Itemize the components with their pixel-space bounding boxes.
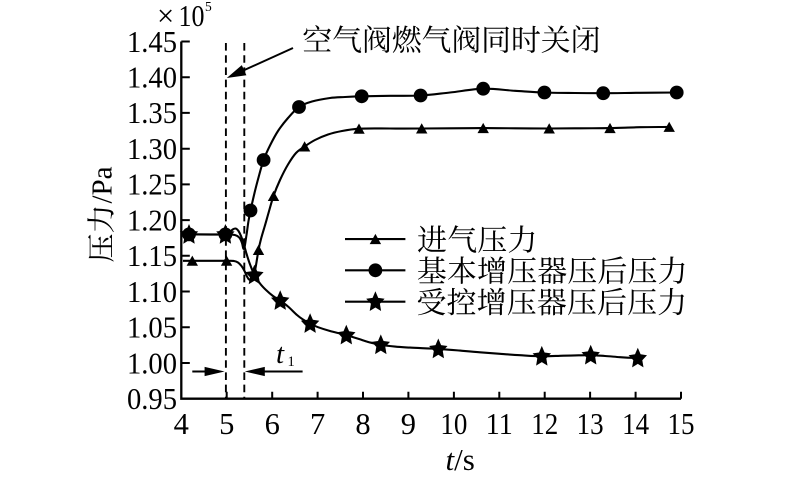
svg-text:14: 14 xyxy=(622,407,649,441)
svg-text:12: 12 xyxy=(531,407,558,441)
svg-text:t/s: t/s xyxy=(446,442,475,473)
svg-text:5: 5 xyxy=(219,407,234,441)
svg-text:11: 11 xyxy=(486,407,513,441)
svg-text:8: 8 xyxy=(355,407,370,441)
svg-text:1: 1 xyxy=(288,354,295,370)
svg-text:/Pa: /Pa xyxy=(87,166,119,203)
svg-text:4: 4 xyxy=(174,407,189,441)
svg-text:1.40: 1.40 xyxy=(127,61,177,95)
svg-text:5: 5 xyxy=(205,0,212,14)
svg-text:1.10: 1.10 xyxy=(127,275,177,309)
svg-text:10: 10 xyxy=(440,407,467,441)
svg-text:1.15: 1.15 xyxy=(127,239,177,273)
svg-text:6: 6 xyxy=(265,407,280,441)
svg-text:1.25: 1.25 xyxy=(127,168,177,202)
svg-text:×: × xyxy=(157,0,174,33)
svg-text:t: t xyxy=(276,338,285,370)
svg-text:10: 10 xyxy=(179,0,205,33)
svg-text:9: 9 xyxy=(401,407,416,441)
svg-text:0.95: 0.95 xyxy=(127,382,177,416)
svg-text:15: 15 xyxy=(668,407,695,441)
svg-text:7: 7 xyxy=(310,407,325,441)
svg-text:1.20: 1.20 xyxy=(127,203,177,237)
svg-text:1.05: 1.05 xyxy=(127,311,177,345)
svg-text:1.00: 1.00 xyxy=(127,346,177,380)
svg-text:1.45: 1.45 xyxy=(127,25,177,59)
svg-text:1.30: 1.30 xyxy=(127,132,177,166)
svg-text:1.35: 1.35 xyxy=(127,96,177,130)
svg-text:13: 13 xyxy=(577,407,604,441)
